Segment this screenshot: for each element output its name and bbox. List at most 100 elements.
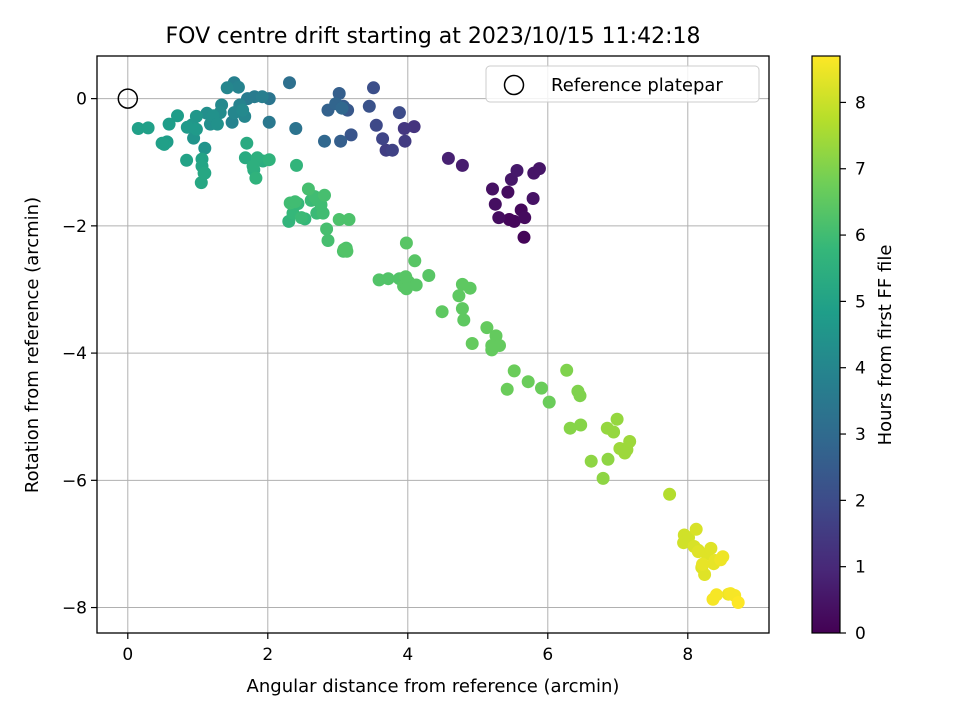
data-point: [521, 375, 535, 389]
data-point: [407, 120, 421, 134]
data-point: [399, 282, 413, 296]
x-tick-label: 6: [542, 645, 553, 665]
colorbar-tick-label: 2: [855, 491, 866, 511]
data-point: [517, 230, 531, 244]
data-point: [486, 182, 499, 196]
x-tick-label: 0: [122, 645, 133, 665]
data-point: [518, 211, 532, 225]
data-point: [290, 158, 303, 172]
data-point: [246, 159, 260, 173]
data-point: [623, 435, 637, 448]
data-point: [342, 213, 356, 226]
data-point: [362, 99, 376, 113]
data-point: [238, 151, 252, 165]
data-point: [584, 454, 598, 468]
colorbar-tick-label: 7: [855, 160, 866, 180]
y-axis-label: Rotation from reference (arcmin): [22, 197, 43, 493]
reference-point: [117, 88, 139, 109]
data-point: [663, 487, 677, 501]
data-point: [480, 321, 494, 335]
data-point: [452, 289, 466, 303]
data-point: [255, 90, 269, 104]
data-point: [435, 305, 449, 319]
data-point: [198, 141, 212, 155]
data-point: [563, 421, 577, 435]
data-point: [596, 471, 610, 485]
data-point: [526, 192, 540, 205]
data-point: [510, 164, 524, 177]
data-point: [210, 117, 224, 131]
data-point: [716, 550, 730, 564]
data-point: [332, 87, 346, 100]
data-point: [220, 81, 234, 95]
x-axis-ticks: 0 2 4 6 8: [122, 633, 693, 665]
data-point: [131, 122, 145, 135]
colorbar-label: Hours from first FF file: [875, 245, 896, 446]
data-point: [141, 121, 155, 135]
data-point: [422, 269, 436, 282]
y-tick-label: 0: [76, 90, 87, 110]
data-point: [385, 143, 399, 157]
colorbar: [811, 55, 841, 634]
colorbar-tick-label: 5: [855, 292, 866, 312]
data-point: [301, 182, 315, 196]
data-point: [696, 557, 709, 571]
colorbar-ticks: 0 1 2 3 4 5 6 7 8: [840, 93, 866, 644]
data-point: [337, 242, 351, 256]
data-point: [574, 418, 588, 432]
data-points: [131, 76, 745, 609]
reference-marker: [117, 88, 139, 109]
data-point: [455, 302, 469, 316]
data-point: [318, 188, 331, 202]
data-point: [610, 412, 624, 426]
data-point: [381, 272, 395, 286]
data-point: [441, 151, 455, 165]
y-tick-label: −2: [62, 217, 87, 237]
data-point: [189, 122, 203, 136]
data-point: [724, 587, 737, 601]
data-point: [492, 211, 506, 225]
legend-box: [485, 65, 760, 103]
data-point: [240, 136, 254, 150]
data-point: [399, 236, 413, 250]
data-point: [197, 166, 211, 180]
data-point: [369, 118, 383, 132]
data-point: [376, 132, 390, 146]
x-tick-label: 2: [262, 645, 273, 665]
data-point: [288, 195, 302, 209]
data-point: [455, 158, 469, 172]
y-tick-label: −4: [62, 344, 87, 364]
data-point: [320, 222, 334, 236]
legend: Reference platepar: [485, 65, 760, 103]
data-point: [332, 213, 346, 226]
data-point: [335, 101, 349, 115]
data-point: [180, 153, 194, 167]
data-point: [367, 81, 380, 95]
data-point: [294, 211, 308, 225]
data-point: [488, 197, 502, 211]
data-point: [465, 337, 479, 350]
data-point: [507, 364, 521, 378]
data-point: [398, 134, 412, 148]
data-point: [463, 281, 477, 295]
data-point: [408, 254, 422, 268]
y-axis-ticks: 0 −2 −4 −6 −8: [62, 90, 97, 619]
data-point: [501, 185, 515, 199]
colorbar-tick-label: 6: [855, 226, 866, 246]
data-point: [236, 103, 250, 117]
data-point: [500, 382, 514, 396]
data-point: [542, 395, 556, 409]
data-point: [249, 171, 263, 185]
data-point: [532, 162, 546, 176]
data-point: [289, 122, 303, 135]
data-point: [321, 234, 335, 247]
data-point: [334, 134, 348, 148]
data-point: [731, 596, 745, 609]
data-point: [457, 313, 471, 327]
data-point: [710, 588, 723, 602]
data-point: [601, 452, 615, 466]
data-point: [171, 109, 184, 123]
data-point: [573, 389, 587, 403]
